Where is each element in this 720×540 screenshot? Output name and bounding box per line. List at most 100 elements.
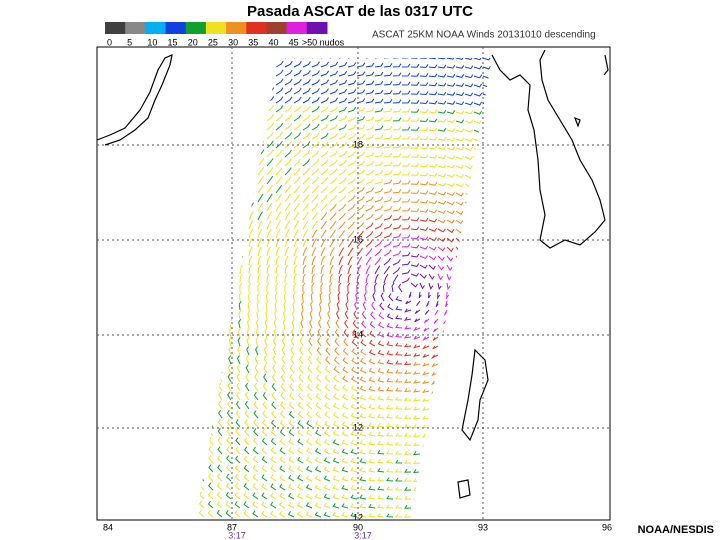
wind-barb	[208, 473, 214, 482]
wind-barb	[433, 327, 439, 333]
wind-barb	[473, 291, 477, 300]
wind-barb	[437, 246, 446, 252]
wind-barb	[261, 446, 268, 455]
wind-barb	[284, 264, 289, 275]
wind-barb	[419, 64, 429, 68]
wind-barb	[421, 514, 430, 519]
wind-barb	[365, 160, 375, 167]
wind-barb	[212, 237, 217, 248]
wind-barb	[334, 347, 340, 356]
wind-barb	[464, 192, 473, 197]
wind-barb	[311, 79, 320, 86]
wind-barb	[401, 99, 411, 104]
wind-barb	[302, 211, 309, 221]
wind-barb	[217, 455, 223, 464]
wind-barb	[257, 167, 265, 176]
wind-barb	[440, 416, 448, 421]
wind-barb	[195, 336, 196, 347]
wind-barb	[377, 404, 385, 410]
wind-barb	[482, 219, 490, 226]
wind-barb	[473, 282, 478, 291]
wind-barb	[257, 131, 265, 140]
wind-barb	[410, 172, 420, 176]
wind-barb	[464, 273, 469, 282]
wind-barb	[221, 77, 229, 86]
wind-barb	[284, 273, 288, 284]
wind-barb	[446, 119, 456, 123]
wind-barb	[203, 68, 211, 77]
wind-barb	[308, 337, 313, 347]
wind-barb	[252, 483, 259, 491]
wind-barb	[235, 437, 241, 446]
wind-barb	[386, 377, 394, 383]
wind-barb	[383, 206, 393, 212]
wind-barb	[437, 64, 447, 69]
wind-barb	[338, 79, 348, 86]
wind-barb	[279, 419, 286, 428]
wind-barb	[437, 137, 447, 141]
wind-barb	[482, 255, 488, 263]
wind-barb	[212, 122, 220, 131]
wind-barb	[298, 355, 304, 365]
wind-barb	[482, 264, 488, 272]
wind-barb	[203, 86, 211, 95]
wind-barb	[403, 352, 412, 357]
wind-barb	[347, 115, 357, 122]
wind-barb	[419, 264, 428, 269]
wind-barb	[401, 261, 411, 266]
wind-barb	[296, 474, 304, 482]
wind-barb	[195, 193, 200, 203]
wind-barb	[298, 374, 304, 383]
wind-barb	[248, 193, 255, 203]
wind-barb	[329, 88, 339, 95]
lat-label: 12	[353, 422, 363, 432]
wind-barb	[383, 249, 392, 257]
wind-barb	[360, 329, 367, 338]
wind-barb	[314, 511, 322, 518]
wind-barb	[212, 131, 220, 140]
wind-barb	[473, 255, 480, 263]
wind-barb	[289, 383, 295, 392]
wind-barb	[350, 430, 358, 437]
wind-barb	[195, 255, 199, 266]
wind-barb	[275, 264, 280, 275]
wind-barb	[413, 496, 421, 500]
wind-barb	[347, 151, 356, 158]
wind-barb	[282, 328, 286, 338]
wind-barb	[491, 147, 492, 152]
wind-barb	[310, 300, 314, 311]
wind-barb	[368, 458, 376, 464]
wind-barb	[437, 109, 447, 114]
wind-barb	[431, 371, 439, 377]
wind-barb	[212, 59, 220, 68]
wind-barb	[199, 446, 205, 455]
wind-barb	[404, 406, 412, 410]
wind-barb	[374, 231, 383, 239]
wind-barb	[199, 455, 205, 464]
wind-barb	[377, 486, 385, 491]
wind-barb	[284, 87, 293, 95]
wind-barb	[413, 326, 421, 332]
wind-barb	[315, 411, 322, 419]
wind-barb	[486, 408, 492, 413]
wind-barb	[325, 356, 331, 365]
wind-barb	[311, 159, 320, 167]
wind-barb	[377, 449, 385, 455]
wind-barb	[379, 302, 385, 311]
wind-barb	[342, 357, 349, 365]
wind-barb	[302, 273, 306, 284]
wind-barb	[316, 365, 322, 374]
wind-barb	[195, 282, 198, 293]
wind-barb	[248, 149, 256, 158]
wind-barb	[458, 488, 466, 493]
wind-barb	[377, 321, 385, 329]
wind-barb	[455, 146, 465, 151]
wind-barb	[234, 501, 241, 509]
wind-barb	[391, 282, 395, 293]
wind-barb	[341, 512, 349, 518]
wind-barb	[288, 456, 295, 464]
wind-barb	[306, 447, 313, 455]
wind-barb	[491, 246, 492, 254]
wind-barb	[270, 428, 277, 437]
wind-barb	[221, 291, 225, 302]
